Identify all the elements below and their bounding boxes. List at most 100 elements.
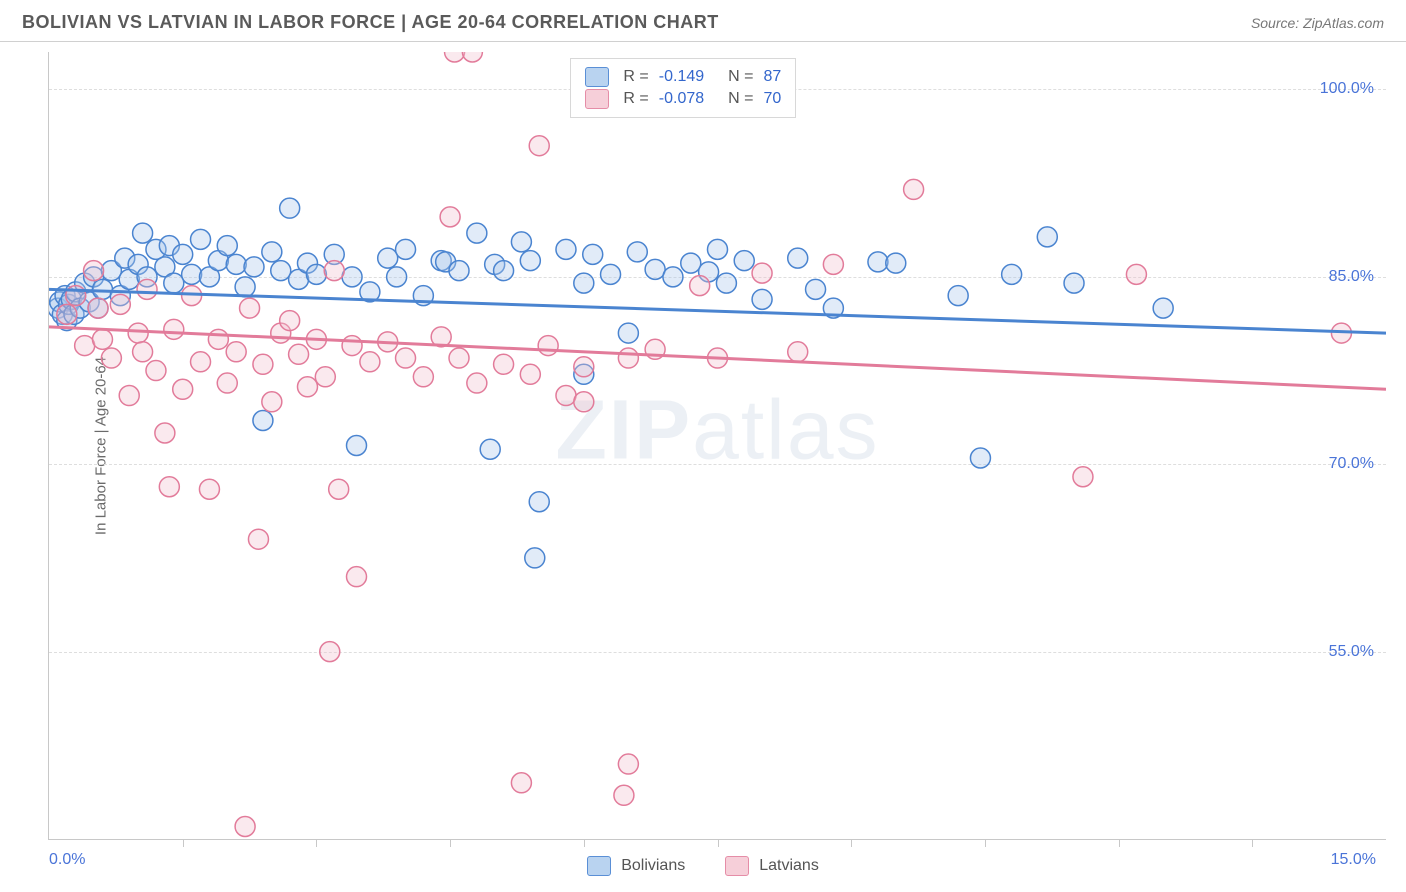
legend-row: R =-0.149N =87 [585,67,781,87]
legend-label: N = [728,68,753,86]
data-point [253,411,273,431]
data-point [494,261,514,281]
legend-label: N = [728,90,753,108]
x-tick [1252,839,1253,847]
x-tick [450,839,451,847]
data-point [173,379,193,399]
legend-series-name: Latvians [759,857,819,875]
data-point [92,329,112,349]
data-point [182,264,202,284]
data-point [904,179,924,199]
x-tick [183,839,184,847]
data-point [574,273,594,293]
data-point [1153,298,1173,318]
data-point [342,336,362,356]
data-point [378,248,398,268]
legend-swatch [725,856,749,876]
data-point [1064,273,1084,293]
correlation-legend: R =-0.149N =87R =-0.078N =70 [570,58,796,118]
data-point [494,354,514,374]
legend-n-value: 70 [763,90,781,108]
data-point [347,436,367,456]
data-point [1002,264,1022,284]
data-point [271,261,291,281]
data-point [708,239,728,259]
data-point [387,267,407,287]
data-point [752,263,772,283]
data-point [511,232,531,252]
data-point [556,239,576,259]
data-point [289,344,309,364]
legend-series-name: Bolivians [621,857,685,875]
data-point [618,348,638,368]
data-point [752,289,772,309]
data-point [57,304,77,324]
data-point [396,348,416,368]
data-point [248,529,268,549]
data-point [529,492,549,512]
data-point [1037,227,1057,247]
data-point [396,239,416,259]
data-point [467,223,487,243]
data-point [440,207,460,227]
data-point [101,348,121,368]
data-point [146,361,166,381]
data-point [133,342,153,362]
data-point [75,336,95,356]
data-point [788,248,808,268]
data-point [574,392,594,412]
legend-swatch [587,856,611,876]
data-point [734,251,754,271]
legend-row: R =-0.078N =70 [585,89,781,109]
data-point [155,423,175,443]
data-point [556,386,576,406]
data-point [948,286,968,306]
data-point [449,348,469,368]
x-tick [985,839,986,847]
data-point [1126,264,1146,284]
data-point [627,242,647,262]
data-point [159,477,179,497]
data-point [280,311,300,331]
data-point [886,253,906,273]
data-point [681,253,701,273]
data-point [467,373,487,393]
series-legend: Bolivians Latvians [0,856,1406,876]
data-point [133,223,153,243]
data-point [315,367,335,387]
legend-n-value: 87 [763,68,781,86]
data-point [199,479,219,499]
data-point [137,279,157,299]
data-point [320,642,340,662]
data-point [253,354,273,374]
x-tick [718,839,719,847]
data-point [716,273,736,293]
data-point [329,479,349,499]
scatter-svg [49,52,1386,839]
legend-swatch [585,89,609,109]
data-point [347,567,367,587]
data-point [618,323,638,343]
data-point [823,254,843,274]
data-point [173,244,193,264]
source-label: Source: ZipAtlas.com [1251,15,1384,31]
data-point [462,52,482,62]
data-point [88,298,108,318]
data-point [520,364,540,384]
data-point [240,298,260,318]
data-point [1073,467,1093,487]
data-point [445,52,465,62]
data-point [449,261,469,281]
legend-label: R = [623,90,648,108]
data-point [226,342,246,362]
data-point [217,236,237,256]
data-point [360,352,380,372]
data-point [413,367,433,387]
data-point [119,386,139,406]
x-tick [584,839,585,847]
data-point [538,336,558,356]
data-point [342,267,362,287]
data-point [690,276,710,296]
x-tick [316,839,317,847]
data-point [208,329,228,349]
